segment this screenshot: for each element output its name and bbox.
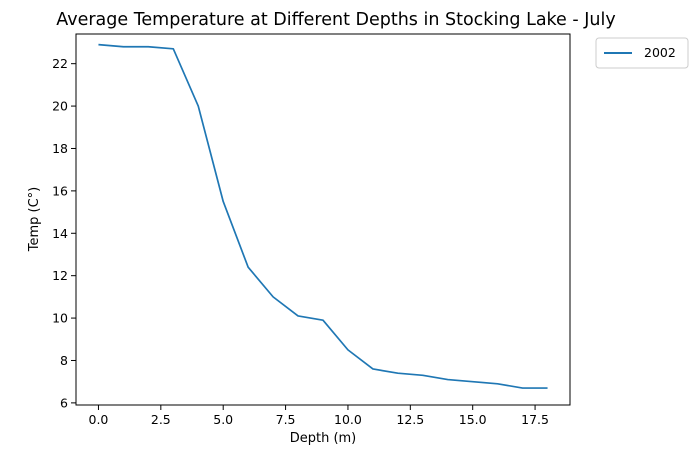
x-tick-label: 2.5 (151, 412, 171, 427)
series-line-2002 (98, 43, 548, 389)
x-tick-label: 15.0 (459, 412, 487, 427)
legend-label-2002: 2002 (644, 45, 676, 60)
y-tick-label: 10 (52, 311, 68, 326)
legend: 2002 (595, 37, 689, 69)
plot-frame (75, 33, 571, 406)
y-tick-label: 14 (52, 226, 68, 241)
x-axis-label: Depth (m) (290, 431, 357, 446)
y-tick-label: 22 (52, 56, 68, 71)
y-tick-label: 12 (52, 268, 68, 283)
legend-frame (595, 37, 689, 69)
x-tick-label: 17.5 (521, 412, 549, 427)
x-tick-label: 7.5 (276, 412, 296, 427)
chart-title: Average Temperature at Different Depths … (56, 10, 615, 30)
x-tick-label: 5.0 (213, 412, 233, 427)
series-layer (98, 43, 548, 389)
y-tick-label: 16 (52, 183, 68, 198)
y-tick-label: 8 (60, 353, 68, 368)
x-tick-label: 10.0 (334, 412, 362, 427)
x-tick-label: 12.5 (396, 412, 424, 427)
y-tick-label: 20 (52, 99, 68, 114)
y-axis-label: Temp (C°) (27, 187, 42, 253)
x-tick-label: 0.0 (89, 412, 109, 427)
x-axis: 0.0 2.5 5.0 7.5 10.0 12.5 15.0 17.5 (89, 405, 549, 427)
y-axis: 6 8 10 12 14 16 18 20 22 (52, 56, 76, 410)
y-tick-label: 6 (60, 395, 68, 410)
y-tick-label: 18 (52, 141, 68, 156)
